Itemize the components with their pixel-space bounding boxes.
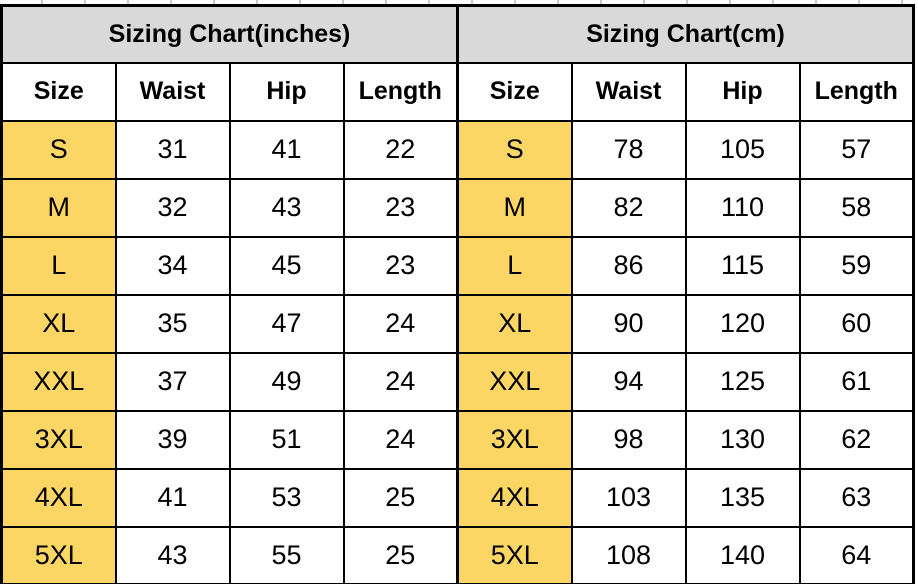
- value-cell: 62: [798, 409, 915, 470]
- value-cell: 82: [570, 177, 687, 238]
- value-cell: 41: [228, 119, 345, 180]
- table-row: 5XL 43 55 25 5XL 108 140 64: [0, 525, 915, 584]
- size-cell: L: [0, 235, 117, 296]
- value-cell: 37: [114, 351, 231, 412]
- value-cell: 25: [342, 467, 459, 528]
- column-header-row: Size Waist Hip Length Size Waist Hip Len…: [0, 61, 915, 122]
- column-header-length-cm: Length: [798, 61, 915, 122]
- size-cell: 3XL: [0, 409, 117, 470]
- value-cell: 58: [798, 177, 915, 238]
- size-cell: XL: [0, 293, 117, 354]
- value-cell: 23: [342, 235, 459, 296]
- value-cell: 24: [342, 409, 459, 470]
- table-row: M 32 43 23 M 82 110 58: [0, 177, 915, 238]
- table-row: S 31 41 22 S 78 105 57: [0, 119, 915, 180]
- value-cell: 47: [228, 293, 345, 354]
- value-cell: 115: [684, 235, 801, 296]
- size-cell: M: [456, 177, 573, 238]
- value-cell: 130: [684, 409, 801, 470]
- table-title-cm: Sizing Chart(cm): [456, 4, 915, 64]
- value-cell: 39: [114, 409, 231, 470]
- spreadsheet-row-remnant-strip: [0, 0, 913, 4]
- value-cell: 43: [228, 177, 345, 238]
- size-cell: S: [0, 119, 117, 180]
- value-cell: 110: [684, 177, 801, 238]
- table-row: XXL 37 49 24 XXL 94 125 61: [0, 351, 915, 412]
- value-cell: 90: [570, 293, 687, 354]
- size-cell: XXL: [0, 351, 117, 412]
- value-cell: 61: [798, 351, 915, 412]
- value-cell: 108: [570, 525, 687, 584]
- value-cell: 64: [798, 525, 915, 584]
- value-cell: 60: [798, 293, 915, 354]
- column-header-size-inches: Size: [0, 61, 117, 122]
- value-cell: 45: [228, 235, 345, 296]
- size-cell: 5XL: [456, 525, 573, 584]
- size-cell: 4XL: [0, 467, 117, 528]
- value-cell: 125: [684, 351, 801, 412]
- column-header-waist-inches: Waist: [114, 61, 231, 122]
- value-cell: 49: [228, 351, 345, 412]
- size-cell: S: [456, 119, 573, 180]
- value-cell: 25: [342, 525, 459, 584]
- value-cell: 34: [114, 235, 231, 296]
- value-cell: 32: [114, 177, 231, 238]
- size-cell: 4XL: [456, 467, 573, 528]
- column-header-hip-cm: Hip: [684, 61, 801, 122]
- value-cell: 24: [342, 351, 459, 412]
- value-cell: 98: [570, 409, 687, 470]
- value-cell: 31: [114, 119, 231, 180]
- column-header-length-inches: Length: [342, 61, 459, 122]
- value-cell: 24: [342, 293, 459, 354]
- table-row: L 34 45 23 L 86 115 59: [0, 235, 915, 296]
- column-header-size-cm: Size: [456, 61, 573, 122]
- value-cell: 53: [228, 467, 345, 528]
- value-cell: 135: [684, 467, 801, 528]
- title-row: Sizing Chart(inches) Sizing Chart(cm): [0, 4, 915, 64]
- size-cell: 3XL: [456, 409, 573, 470]
- table-title-inches: Sizing Chart(inches): [0, 4, 459, 64]
- value-cell: 22: [342, 119, 459, 180]
- value-cell: 63: [798, 467, 915, 528]
- value-cell: 78: [570, 119, 687, 180]
- value-cell: 94: [570, 351, 687, 412]
- column-header-hip-inches: Hip: [228, 61, 345, 122]
- value-cell: 120: [684, 293, 801, 354]
- size-cell: M: [0, 177, 117, 238]
- value-cell: 57: [798, 119, 915, 180]
- value-cell: 51: [228, 409, 345, 470]
- size-cell: XL: [456, 293, 573, 354]
- value-cell: 103: [570, 467, 687, 528]
- table-row: 3XL 39 51 24 3XL 98 130 62: [0, 409, 915, 470]
- value-cell: 55: [228, 525, 345, 584]
- value-cell: 86: [570, 235, 687, 296]
- table-row: XL 35 47 24 XL 90 120 60: [0, 293, 915, 354]
- value-cell: 23: [342, 177, 459, 238]
- size-cell: L: [456, 235, 573, 296]
- table-body: S 31 41 22 S 78 105 57 M 32 43 23 M 82 110 58 L 34 45 23 L 86…: [0, 119, 915, 584]
- size-cell: XXL: [456, 351, 573, 412]
- sizing-chart-table: Sizing Chart(inches) Sizing Chart(cm) Si…: [0, 4, 915, 584]
- value-cell: 41: [114, 467, 231, 528]
- value-cell: 35: [114, 293, 231, 354]
- value-cell: 140: [684, 525, 801, 584]
- column-header-waist-cm: Waist: [570, 61, 687, 122]
- value-cell: 105: [684, 119, 801, 180]
- size-cell: 5XL: [0, 525, 117, 584]
- value-cell: 43: [114, 525, 231, 584]
- value-cell: 59: [798, 235, 915, 296]
- table-row: 4XL 41 53 25 4XL 103 135 63: [0, 467, 915, 528]
